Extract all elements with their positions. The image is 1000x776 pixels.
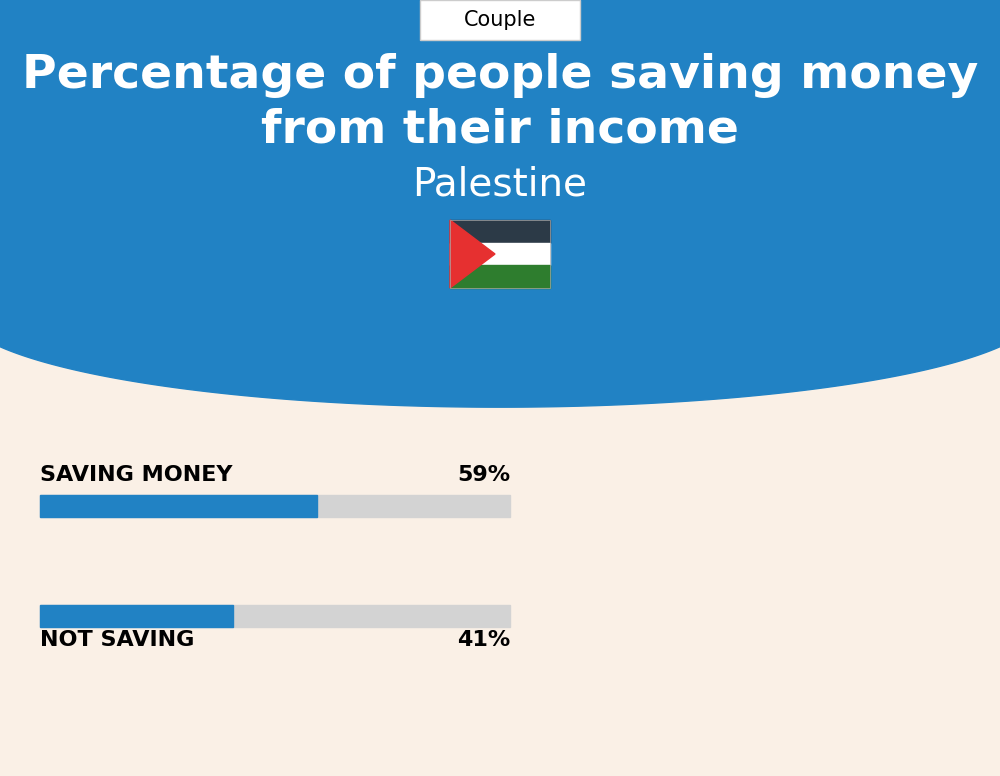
Bar	[450, 220, 550, 288]
Bar	[40, 605, 510, 627]
Text: from their income: from their income	[261, 108, 739, 153]
Text: Percentage of people saving money: Percentage of people saving money	[22, 53, 978, 98]
FancyBboxPatch shape	[420, 0, 580, 40]
Text: NOT SAVING: NOT SAVING	[40, 630, 194, 650]
Bar	[0, 0, 1000, 310]
Bar	[40, 605, 233, 627]
Text: 41%: 41%	[457, 630, 510, 650]
Polygon shape	[450, 220, 495, 288]
Polygon shape	[0, 0, 1000, 295]
Polygon shape	[0, 0, 1000, 407]
Text: 59%: 59%	[457, 465, 510, 485]
Bar	[450, 243, 550, 265]
Text: Couple: Couple	[464, 10, 536, 30]
Text: Palestine: Palestine	[413, 166, 588, 204]
Bar	[450, 220, 550, 243]
Bar	[40, 495, 317, 517]
Bar	[40, 495, 510, 517]
Text: SAVING MONEY: SAVING MONEY	[40, 465, 232, 485]
Bar	[450, 265, 550, 288]
